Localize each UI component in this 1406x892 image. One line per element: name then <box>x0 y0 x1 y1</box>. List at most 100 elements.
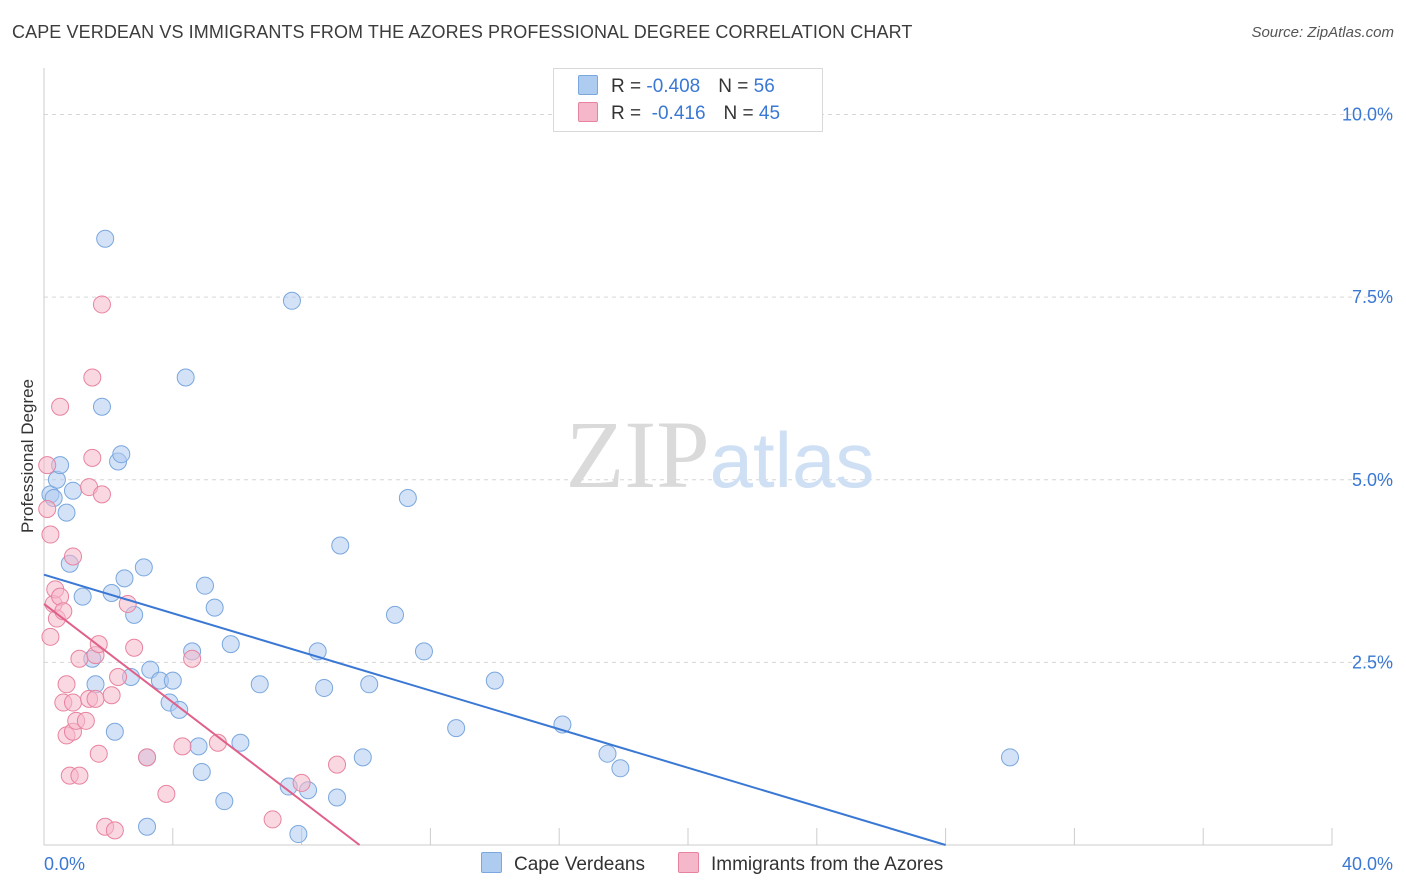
watermark: ZIPatlas <box>566 401 875 508</box>
y-tick-label: 5.0% <box>1352 470 1393 490</box>
cape-verdean-point <box>447 719 466 738</box>
azores-point <box>63 693 82 712</box>
azores-point <box>292 773 311 792</box>
cape-verdean-point <box>328 788 347 807</box>
legend-item-azores: Immigrants from the Azores <box>678 852 943 876</box>
legend-swatch-azores <box>578 102 598 122</box>
cape-verdean-point <box>176 368 195 387</box>
azores-point <box>83 448 102 467</box>
cape-verdean-point <box>315 678 334 697</box>
cape-verdean-point <box>105 722 124 741</box>
legend-r-label: R = <box>611 103 647 124</box>
watermark-atlas: atlas <box>710 416 875 504</box>
tick-labels: 2.5% 5.0% 7.5% 10.0% 0.0% 40.0% <box>44 105 1393 874</box>
azores-point <box>70 649 89 668</box>
azores-point <box>173 737 192 756</box>
azores-point <box>54 602 73 621</box>
cape-verdean-point <box>96 229 115 248</box>
legend-label: Cape Verdeans <box>514 854 645 875</box>
cape-verdean-point <box>353 748 372 767</box>
cape-verdean-point <box>163 671 182 690</box>
azores-point <box>41 525 60 544</box>
cape-verdean-point <box>205 598 224 617</box>
grid-lines <box>44 114 1393 663</box>
azores-point <box>83 368 102 387</box>
azores-point <box>63 547 82 566</box>
azores-point <box>125 638 144 657</box>
cape-verdean-point <box>138 817 157 836</box>
cape-verdean-point <box>485 671 504 690</box>
cape-verdean-trend-line <box>43 573 946 846</box>
legend-row-cape-verdeans: R = -0.408 N = 56 <box>578 75 775 99</box>
azores-point <box>86 689 105 708</box>
legend-row-azores: R = -0.416 N = 45 <box>578 102 780 126</box>
cape-verdean-point <box>231 733 250 752</box>
cape-verdean-point <box>170 700 189 719</box>
cape-verdean-point <box>221 635 240 654</box>
legend-swatch-cape-verdeans <box>481 852 502 873</box>
cape-verdean-point <box>112 445 131 464</box>
legend-r-label: R = <box>611 76 647 97</box>
legend-swatch-cape-verdeans <box>578 75 598 95</box>
legend-r-value: -0.416 <box>646 103 706 124</box>
cape-verdean-point <box>398 489 417 508</box>
legend-n-label: N = <box>723 103 759 124</box>
cape-verdean-point <box>414 642 433 661</box>
cape-verdean-point <box>134 558 153 577</box>
legend-item-cape-verdeans: Cape Verdeans <box>481 852 645 876</box>
cape-verdean-point <box>289 825 308 844</box>
cape-verdean-point <box>73 587 92 606</box>
chart-source: Source: ZipAtlas.com <box>1251 24 1394 41</box>
azores-point <box>89 744 108 763</box>
azores-point <box>109 667 128 686</box>
cape-verdean-point <box>47 470 66 489</box>
azores-point <box>263 810 282 829</box>
azores-point <box>328 755 347 774</box>
cape-verdean-point <box>250 675 269 694</box>
legend-swatch-azores <box>678 852 699 873</box>
cape-verdean-point <box>115 569 134 588</box>
watermark-zip: ZIP <box>566 401 710 508</box>
cape-verdean-point <box>1001 748 1019 767</box>
cape-verdean-point <box>282 291 301 310</box>
y-tick-label: 7.5% <box>1352 287 1393 307</box>
cape-verdean-point <box>215 792 234 811</box>
azores-point <box>51 397 70 416</box>
data-points <box>38 229 1019 844</box>
azores-point <box>57 675 76 694</box>
cape-verdean-point <box>331 536 350 555</box>
azores-point <box>157 784 176 803</box>
cape-verdean-point <box>611 759 630 778</box>
azores-point <box>102 686 121 705</box>
azores-point <box>138 748 157 767</box>
azores-point <box>76 711 95 730</box>
cape-verdean-point <box>385 605 404 624</box>
trend-lines <box>43 573 946 846</box>
axes <box>43 68 1333 846</box>
correlation-legend: R = -0.408 N = 56 R = -0.416 N = 45 <box>553 68 823 132</box>
y-tick-label: 10.0% <box>1342 105 1393 125</box>
cape-verdean-point <box>92 397 111 416</box>
azores-point <box>183 649 202 668</box>
cape-verdean-point <box>192 762 211 781</box>
azores-point <box>92 295 111 314</box>
legend-label: Immigrants from the Azores <box>711 854 944 875</box>
cape-verdean-point <box>57 503 76 522</box>
azores-point <box>38 499 57 518</box>
chart-title: CAPE VERDEAN VS IMMIGRANTS FROM THE AZOR… <box>12 22 913 42</box>
cape-verdean-point <box>63 481 82 500</box>
cape-verdean-point <box>189 737 208 756</box>
azores-point <box>118 594 137 613</box>
azores-point <box>105 821 124 840</box>
cape-verdean-point <box>360 675 379 694</box>
cape-verdean-point <box>196 576 214 595</box>
azores-point <box>92 485 111 504</box>
azores-point <box>41 627 60 646</box>
y-axis-label: Professional Degree <box>18 378 37 534</box>
series-legend: Cape Verdeans Immigrants from the Azores <box>0 852 1406 878</box>
x-tick-label: 40.0% <box>1342 854 1393 874</box>
azores-trend-line <box>43 603 361 846</box>
y-tick-label: 2.5% <box>1352 652 1393 672</box>
cape-verdean-point <box>598 744 617 763</box>
